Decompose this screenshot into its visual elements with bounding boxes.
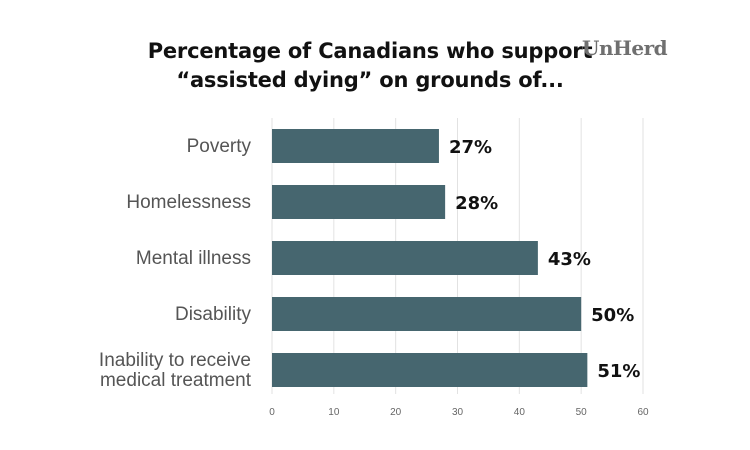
category-label: Disability <box>175 304 252 325</box>
bars <box>272 129 588 387</box>
unherd-logo: UnHerd <box>582 36 668 60</box>
value-label: 27% <box>449 137 492 158</box>
bar <box>272 129 439 163</box>
x-tick-label: 20 <box>390 407 402 418</box>
category-label: Poverty <box>187 136 252 157</box>
value-label: 51% <box>597 361 640 382</box>
value-label: 43% <box>548 249 591 270</box>
category-labels: Poverty Homelessness Mental illness Disabil… <box>99 136 252 391</box>
chart-title-line-1: Percentage of Canadians who support <box>147 39 593 63</box>
chart-title: Percentage of Canadians who support “ass… <box>100 37 640 95</box>
chart-title-line-2: “assisted dying” on grounds of... <box>176 68 564 92</box>
category-label: Mental illness <box>136 248 251 269</box>
category-label: Homelessness <box>126 192 251 213</box>
x-tick-label: 10 <box>328 407 340 418</box>
bar <box>272 353 588 387</box>
category-label: medical treatment <box>100 370 252 391</box>
x-tick-label: 0 <box>269 407 275 418</box>
category-label: Inability to receive <box>99 350 251 371</box>
x-tick-label: 40 <box>514 407 526 418</box>
x-tick-label: 50 <box>576 407 588 418</box>
bar <box>272 185 446 219</box>
value-label: 50% <box>591 305 634 326</box>
bar <box>272 241 538 275</box>
x-tick-label: 60 <box>637 407 649 418</box>
x-tick-label: 30 <box>452 407 464 418</box>
bar <box>272 297 582 331</box>
value-labels: 27% 28% 43% 50% 51% <box>449 137 640 382</box>
x-axis-tick-labels: 0 10 20 30 40 50 60 <box>269 407 649 418</box>
value-label: 28% <box>455 193 498 214</box>
